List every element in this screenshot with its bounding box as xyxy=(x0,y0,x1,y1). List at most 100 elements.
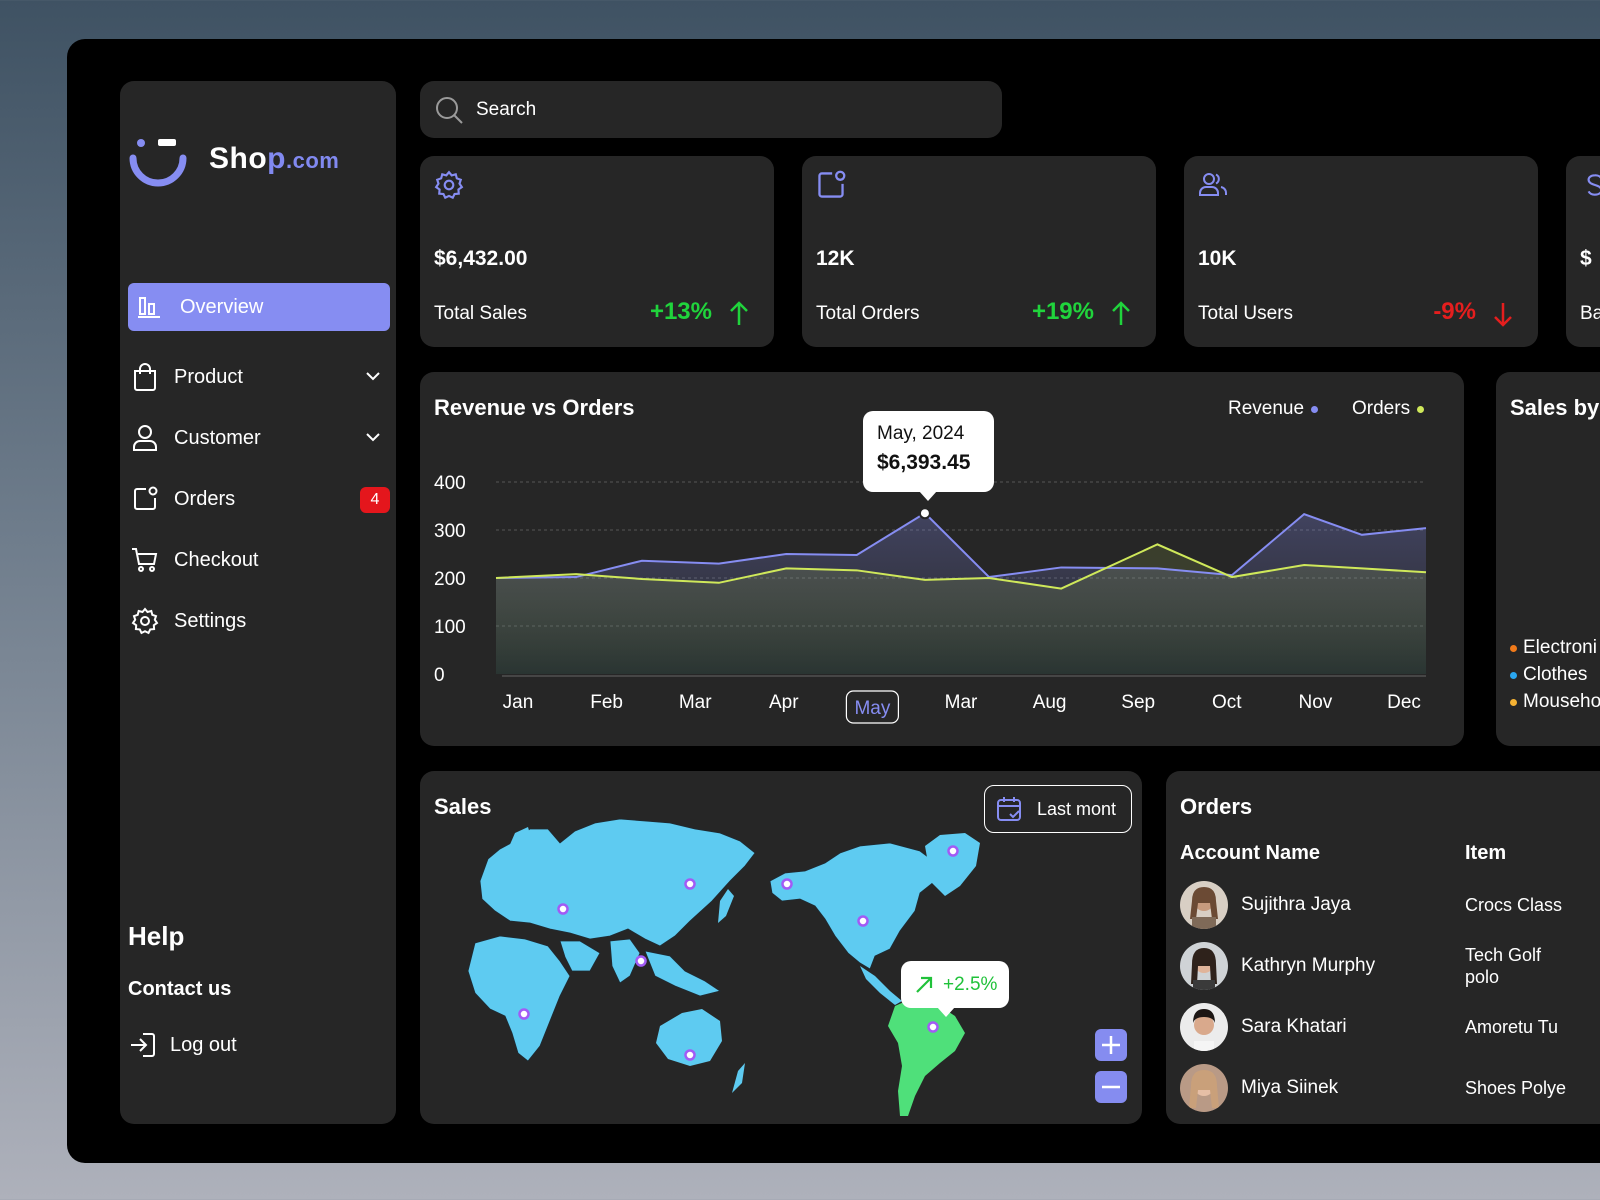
app-window: Shop.com Overview Product Customer xyxy=(67,39,1600,1163)
period-selector-button[interactable]: Last mont xyxy=(984,785,1132,833)
contact-us-link[interactable]: Contact us xyxy=(128,978,232,1000)
legend-dot xyxy=(1311,405,1319,413)
users-icon xyxy=(1199,173,1228,196)
sidebar-item-checkout[interactable]: Checkout xyxy=(128,536,390,584)
legend-label: Orders xyxy=(1352,398,1411,419)
sidebar-item-customer[interactable]: Customer xyxy=(128,414,390,462)
arrow-up-icon xyxy=(1112,301,1130,325)
sidebar-item-label: Overview xyxy=(180,295,264,318)
table-row[interactable]: Sara Khatari Amoretu Tu xyxy=(1180,1003,1600,1053)
cart-icon xyxy=(130,545,160,575)
map-marker xyxy=(684,878,696,890)
help-heading: Help xyxy=(128,921,185,951)
stat-label: Total Orders xyxy=(816,303,920,324)
map-marker xyxy=(635,955,647,967)
logout-button[interactable]: Log out xyxy=(128,1025,237,1065)
new-zealand-region xyxy=(732,1063,745,1093)
zoom-out-button[interactable] xyxy=(1095,1071,1127,1103)
stat-value: $6,432.00 xyxy=(434,247,528,270)
legend-label: Revenue xyxy=(1228,398,1305,419)
australia-region xyxy=(656,1009,722,1066)
x-tick-label: Sep xyxy=(1121,692,1155,713)
stat-card-total-users[interactable]: 10K Total Users -9% xyxy=(1184,156,1538,347)
shop-logo[interactable]: Shop.com xyxy=(128,136,368,206)
legend-dot xyxy=(1417,405,1425,413)
stat-card-total-orders[interactable]: 12K Total Orders +19% xyxy=(802,156,1156,347)
chevron-down-icon[interactable] xyxy=(362,426,384,448)
x-tick-label: Feb xyxy=(590,692,623,713)
world-map[interactable] xyxy=(420,771,1142,1124)
x-tick-label: Nov xyxy=(1299,692,1333,713)
x-tick-label: May xyxy=(854,698,890,719)
series-line-revenue xyxy=(495,511,1427,579)
sidebar-item-overview[interactable]: Overview xyxy=(128,283,390,331)
gear-icon xyxy=(434,170,464,200)
x-tick-label: Oct xyxy=(1212,692,1242,713)
stat-card-balance[interactable]: $ Ba xyxy=(1566,156,1600,347)
orders-icon xyxy=(818,170,846,198)
shopping-bag-icon xyxy=(130,362,160,392)
table-row[interactable]: Sujithra Jaya Crocs Class xyxy=(1180,881,1600,931)
order-item: Amoretu Tu xyxy=(1465,1017,1559,1037)
account-name: Sujithra Jaya xyxy=(1241,894,1351,915)
zoom-in-button[interactable] xyxy=(1095,1029,1127,1061)
category-legend-item: Clothes xyxy=(1510,664,1587,686)
scandinavia-region xyxy=(508,827,532,861)
series-area-orders xyxy=(496,544,1426,674)
north-america-region xyxy=(769,842,941,970)
column-header-item[interactable]: Item xyxy=(1465,842,1507,864)
brand-name: Shop.com xyxy=(209,142,340,175)
category-legend-item: Mouseho xyxy=(1510,691,1600,713)
arrow-down-icon xyxy=(1494,303,1512,327)
sales-map-panel: Sales Last mont xyxy=(420,771,1142,1124)
y-tick-label: 200 xyxy=(434,569,466,590)
sidebar-item-label: Settings xyxy=(174,609,247,632)
tooltip-value: $6,393.45 xyxy=(877,451,971,474)
map-marker xyxy=(857,915,869,927)
chevron-down-icon[interactable] xyxy=(362,365,384,387)
stat-card-total-sales[interactable]: $6,432.00 Total Sales +13% xyxy=(420,156,774,347)
map-marker xyxy=(557,903,569,915)
table-row[interactable]: Kathryn Murphy Tech Golf polo xyxy=(1180,942,1600,992)
stat-change: +13% xyxy=(649,298,712,325)
sales-by-category-panel: Sales by Electroni Clothes Mouseho xyxy=(1496,372,1600,746)
highlighted-point xyxy=(918,507,931,520)
calendar-icon xyxy=(997,797,1021,821)
panel-title: Sales by xyxy=(1510,395,1600,420)
legend-dot xyxy=(1510,698,1517,706)
south-america-region xyxy=(888,997,965,1116)
chart-title: Revenue vs Orders xyxy=(434,395,635,420)
avatar xyxy=(1180,881,1228,929)
legend-orders[interactable]: Orders xyxy=(1352,398,1425,420)
table-row[interactable]: Miya Siinek Shoes Polye xyxy=(1180,1064,1600,1114)
search-input[interactable] xyxy=(476,98,956,121)
avatar xyxy=(1180,942,1228,990)
panel-title: Sales xyxy=(434,794,492,819)
sidebar-item-settings[interactable]: Settings xyxy=(128,597,390,645)
legend-revenue[interactable]: Revenue xyxy=(1228,398,1319,420)
map-marker xyxy=(518,1008,530,1020)
chart-tooltip: May, 2024 $6,393.45 xyxy=(863,411,994,501)
map-marker xyxy=(927,1021,939,1033)
legend-dot xyxy=(1510,644,1517,652)
orders-count-badge: 4 xyxy=(360,487,390,513)
search-icon[interactable] xyxy=(434,95,464,125)
sidebar-item-orders[interactable]: Orders 4 xyxy=(128,475,390,523)
map-marker xyxy=(947,845,959,857)
order-item: Crocs Class xyxy=(1465,895,1563,915)
sidebar-item-label: Product xyxy=(174,365,243,388)
selected-month-highlight xyxy=(845,690,899,724)
order-item: Tech Golf polo xyxy=(1465,945,1542,987)
growth-value: +2.5% xyxy=(943,973,998,995)
eurasia-region xyxy=(479,818,756,947)
tooltip-date: May, 2024 xyxy=(877,423,965,444)
japan-region xyxy=(718,889,734,923)
stat-change: -9% xyxy=(1433,298,1476,325)
arrow-up-icon xyxy=(730,301,748,325)
series-line-orders xyxy=(495,543,1427,590)
stat-value: 12K xyxy=(816,247,855,270)
trend-up-arrow-icon xyxy=(916,976,933,993)
column-header-account[interactable]: Account Name xyxy=(1180,842,1321,864)
sidebar-item-product[interactable]: Product xyxy=(128,353,390,401)
y-tick-label: 400 xyxy=(434,473,466,494)
